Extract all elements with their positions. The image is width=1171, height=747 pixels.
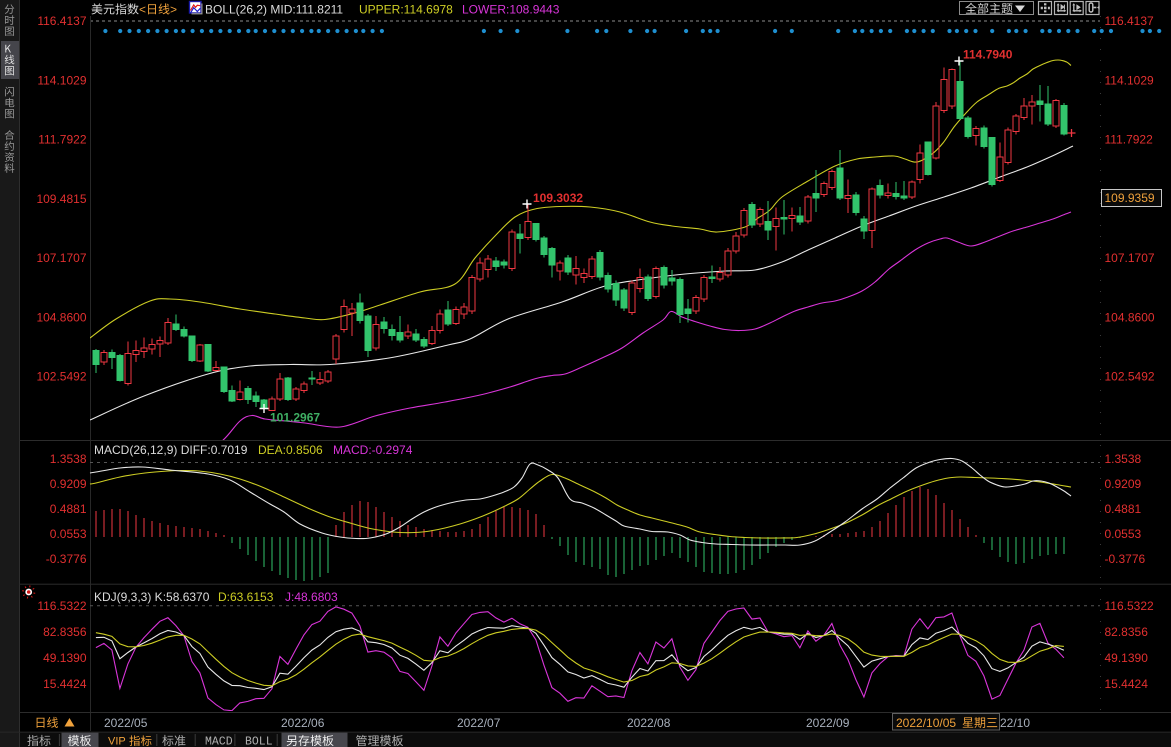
- svg-text:KDJ(9,3,3) K:58.6370: KDJ(9,3,3) K:58.6370: [94, 590, 210, 604]
- svg-text:>: >: [170, 3, 177, 17]
- svg-text:107.1707: 107.1707: [1105, 251, 1155, 265]
- svg-text:BOLL(26,2) MID:111.8211: BOLL(26,2) MID:111.8211: [205, 3, 343, 17]
- svg-text:116.5322: 116.5322: [1105, 599, 1154, 613]
- svg-text:1.3538: 1.3538: [50, 452, 87, 466]
- svg-text:82.8356: 82.8356: [1105, 625, 1149, 639]
- svg-text:107.1707: 107.1707: [36, 251, 86, 265]
- svg-text:2022/05: 2022/05: [104, 716, 148, 730]
- svg-text:102.5492: 102.5492: [1105, 370, 1155, 384]
- svg-text:J:48.6803: J:48.6803: [285, 590, 338, 604]
- svg-text:15.4424: 15.4424: [43, 677, 87, 691]
- svg-text:2022/10/05: 2022/10/05: [896, 716, 956, 730]
- svg-text:111.7922: 111.7922: [1105, 133, 1154, 147]
- svg-text:111.7922: 111.7922: [38, 133, 87, 147]
- svg-text:114.1029: 114.1029: [37, 73, 86, 87]
- svg-text:BOLL: BOLL: [245, 736, 273, 747]
- svg-text:116.4137: 116.4137: [1105, 14, 1154, 28]
- svg-text:114.1029: 114.1029: [1105, 73, 1154, 87]
- svg-text:104.8600: 104.8600: [1105, 310, 1155, 324]
- svg-text:MACD:-0.2974: MACD:-0.2974: [333, 443, 413, 457]
- svg-text:109.4815: 109.4815: [36, 192, 86, 206]
- svg-text:109.3032: 109.3032: [533, 191, 583, 205]
- svg-text:D:63.6153: D:63.6153: [218, 590, 274, 604]
- svg-text:2022/09: 2022/09: [806, 716, 850, 730]
- svg-text:104.8600: 104.8600: [36, 310, 86, 324]
- svg-text:0.4881: 0.4881: [1105, 502, 1142, 516]
- svg-text:MACD: MACD: [205, 736, 233, 747]
- svg-text:2022/07: 2022/07: [457, 716, 501, 730]
- svg-text:<: <: [139, 3, 146, 17]
- svg-text:116.5322: 116.5322: [37, 599, 86, 613]
- svg-text:101.2967: 101.2967: [270, 411, 320, 425]
- svg-text:0.0553: 0.0553: [50, 527, 87, 541]
- svg-text:114.7940: 114.7940: [963, 48, 1013, 62]
- svg-text:22/10: 22/10: [1000, 716, 1030, 730]
- svg-text:MACD(26,12,9) DIFF:0.7019: MACD(26,12,9) DIFF:0.7019: [94, 443, 248, 457]
- svg-text:109.9359: 109.9359: [1105, 191, 1155, 205]
- svg-text:0.9209: 0.9209: [50, 477, 87, 491]
- svg-text:0.4881: 0.4881: [50, 502, 87, 516]
- svg-text:LOWER:108.9443: LOWER:108.9443: [462, 3, 560, 17]
- svg-text:116.4137: 116.4137: [37, 14, 86, 28]
- svg-text:49.1390: 49.1390: [43, 651, 87, 665]
- svg-text:15.4424: 15.4424: [1105, 677, 1149, 691]
- svg-text:0.9209: 0.9209: [1105, 477, 1142, 491]
- svg-text:102.5492: 102.5492: [36, 370, 86, 384]
- svg-text:DEA:0.8506: DEA:0.8506: [258, 443, 323, 457]
- svg-text:-0.3776: -0.3776: [1105, 552, 1146, 566]
- svg-text:82.8356: 82.8356: [43, 625, 87, 639]
- svg-text:2022/08: 2022/08: [627, 716, 671, 730]
- svg-text:1.3538: 1.3538: [1105, 452, 1142, 466]
- svg-text:2022/06: 2022/06: [281, 716, 325, 730]
- svg-text:VIP: VIP: [108, 736, 126, 747]
- svg-text:49.1390: 49.1390: [1105, 651, 1149, 665]
- svg-text:0.0553: 0.0553: [1105, 527, 1142, 541]
- svg-text:-0.3776: -0.3776: [46, 552, 87, 566]
- svg-text:UPPER:114.6978: UPPER:114.6978: [359, 3, 453, 17]
